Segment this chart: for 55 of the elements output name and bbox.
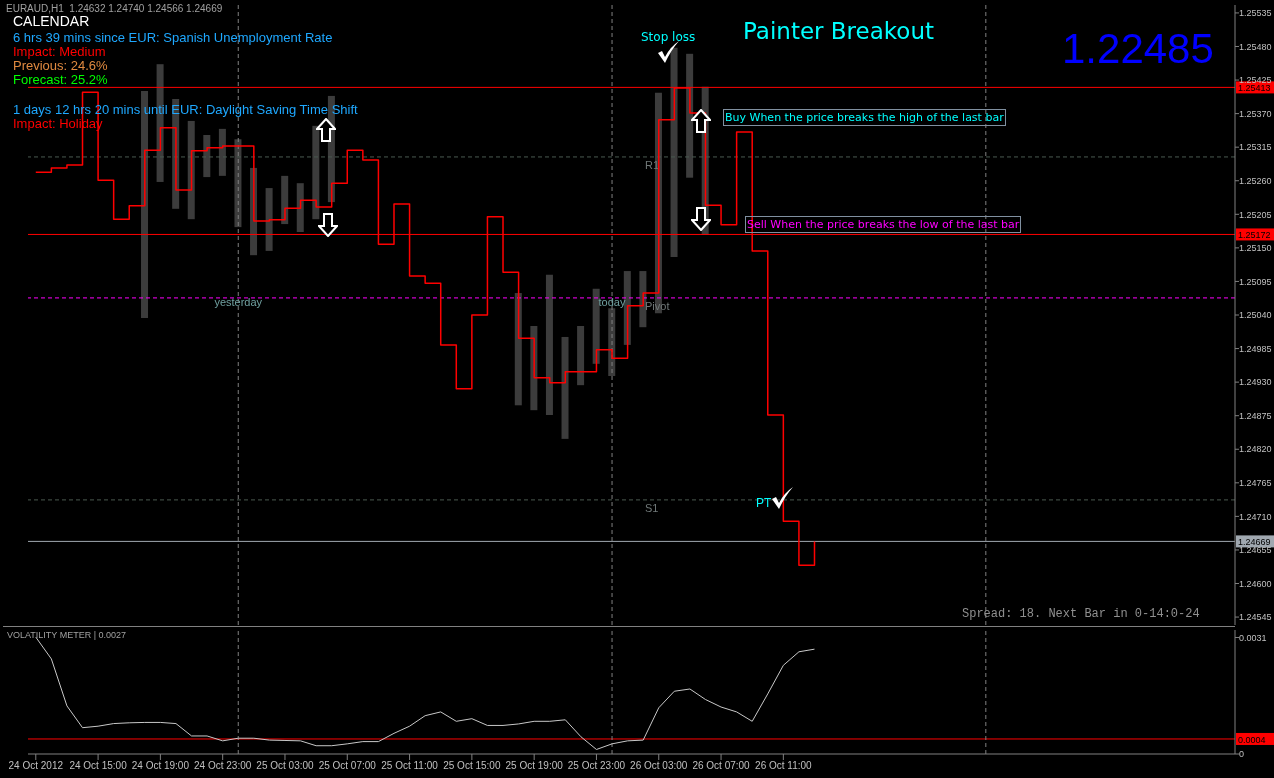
y-tick-label: 1.25205 — [1239, 209, 1272, 220]
y-tick-label: 1.25040 — [1239, 310, 1272, 321]
y-tick-label: 1.24875 — [1239, 410, 1272, 421]
x-tick-label: 24 Oct 2012 — [8, 760, 64, 772]
ref-line-label: R1 — [645, 158, 660, 171]
annotation: Buy When the price breaks the high of the last bar — [723, 109, 1006, 127]
y-tick-label: 1.25370 — [1239, 108, 1272, 119]
ref-line-label: today — [598, 296, 626, 308]
y-tick-label: 1.24600 — [1239, 578, 1272, 589]
y-tick-label: 1.25260 — [1239, 175, 1272, 186]
y-tick-label: 1.24765 — [1239, 478, 1272, 489]
x-tick-label: 24 Oct 19:00 — [131, 760, 190, 772]
annotation: Forecast: 25.2% — [13, 72, 108, 88]
ref-line-label: 1.25413 — [1238, 83, 1271, 94]
y-tick-label: 1.24820 — [1239, 444, 1272, 455]
chart-title: VOLATILITY METER | 0.0027 — [7, 630, 127, 640]
ref-line-label: 0.0004 — [1238, 734, 1266, 745]
x-tick-label: 26 Oct 07:00 — [692, 760, 751, 772]
annotation: PT — [756, 496, 772, 511]
y-tick-label: 1.25095 — [1239, 276, 1272, 287]
x-tick-label: 24 Oct 23:00 — [194, 760, 252, 772]
y-tick-label: 1.24545 — [1239, 612, 1272, 623]
ref-line-label: yesterday — [214, 296, 263, 308]
x-tick-label: 25 Oct 19:00 — [505, 760, 564, 772]
y-tick-label: 1.24985 — [1239, 343, 1272, 354]
ref-line-label: S1 — [645, 501, 659, 514]
annotation: CALENDAR — [13, 13, 90, 30]
ref-line-label: 1.24669 — [1238, 537, 1271, 548]
y-tick-label: 1.25535 — [1239, 8, 1272, 19]
y-tick-label: 1.24655 — [1239, 545, 1272, 556]
x-tick-label: 25 Oct 15:00 — [443, 760, 501, 772]
y-tick-label: 1.25315 — [1239, 142, 1272, 153]
text: Painter Breakout — [743, 18, 934, 44]
annotation: Stop loss — [641, 30, 696, 45]
x-tick-label: 26 Oct 03:00 — [630, 760, 688, 772]
annotation: Previous: 24.6% — [13, 58, 108, 74]
y-tick-label: 1.25150 — [1239, 243, 1272, 254]
annotation: 6 hrs 39 mins since EUR: Spanish Unemployment Rate — [13, 30, 333, 46]
y-tick-label: 1.24710 — [1239, 511, 1272, 522]
ref-line-label: 1.25172 — [1238, 230, 1271, 241]
annotation: Impact: Medium — [13, 44, 106, 60]
x-tick-label: 25 Oct 07:00 — [318, 760, 377, 772]
x-tick-label: 24 Oct 15:00 — [69, 760, 128, 772]
annotation: Spread: 18. Next Bar in 0-14:0-24 — [962, 607, 1200, 622]
chart-subtitle: EURAUD,H1 1.24632 1.24740 1.24566 1.24669 — [6, 3, 223, 14]
y-tick-label: 0.0031 — [1239, 632, 1267, 643]
x-tick-label: 26 Oct 11:00 — [755, 760, 813, 772]
x-tick-label: 25 Oct 03:00 — [256, 760, 315, 772]
x-tick-label: 25 Oct 23:00 — [567, 760, 626, 772]
y-tick-label: 1.25480 — [1239, 41, 1272, 52]
y-tick-label: 1.24930 — [1239, 377, 1272, 388]
x-tick-label: 25 Oct 11:00 — [381, 760, 439, 772]
y-tick-label: 0 — [1239, 749, 1245, 760]
annotation: 1.22485 — [1062, 24, 1214, 74]
ref-line-label: Pivot — [645, 299, 670, 312]
